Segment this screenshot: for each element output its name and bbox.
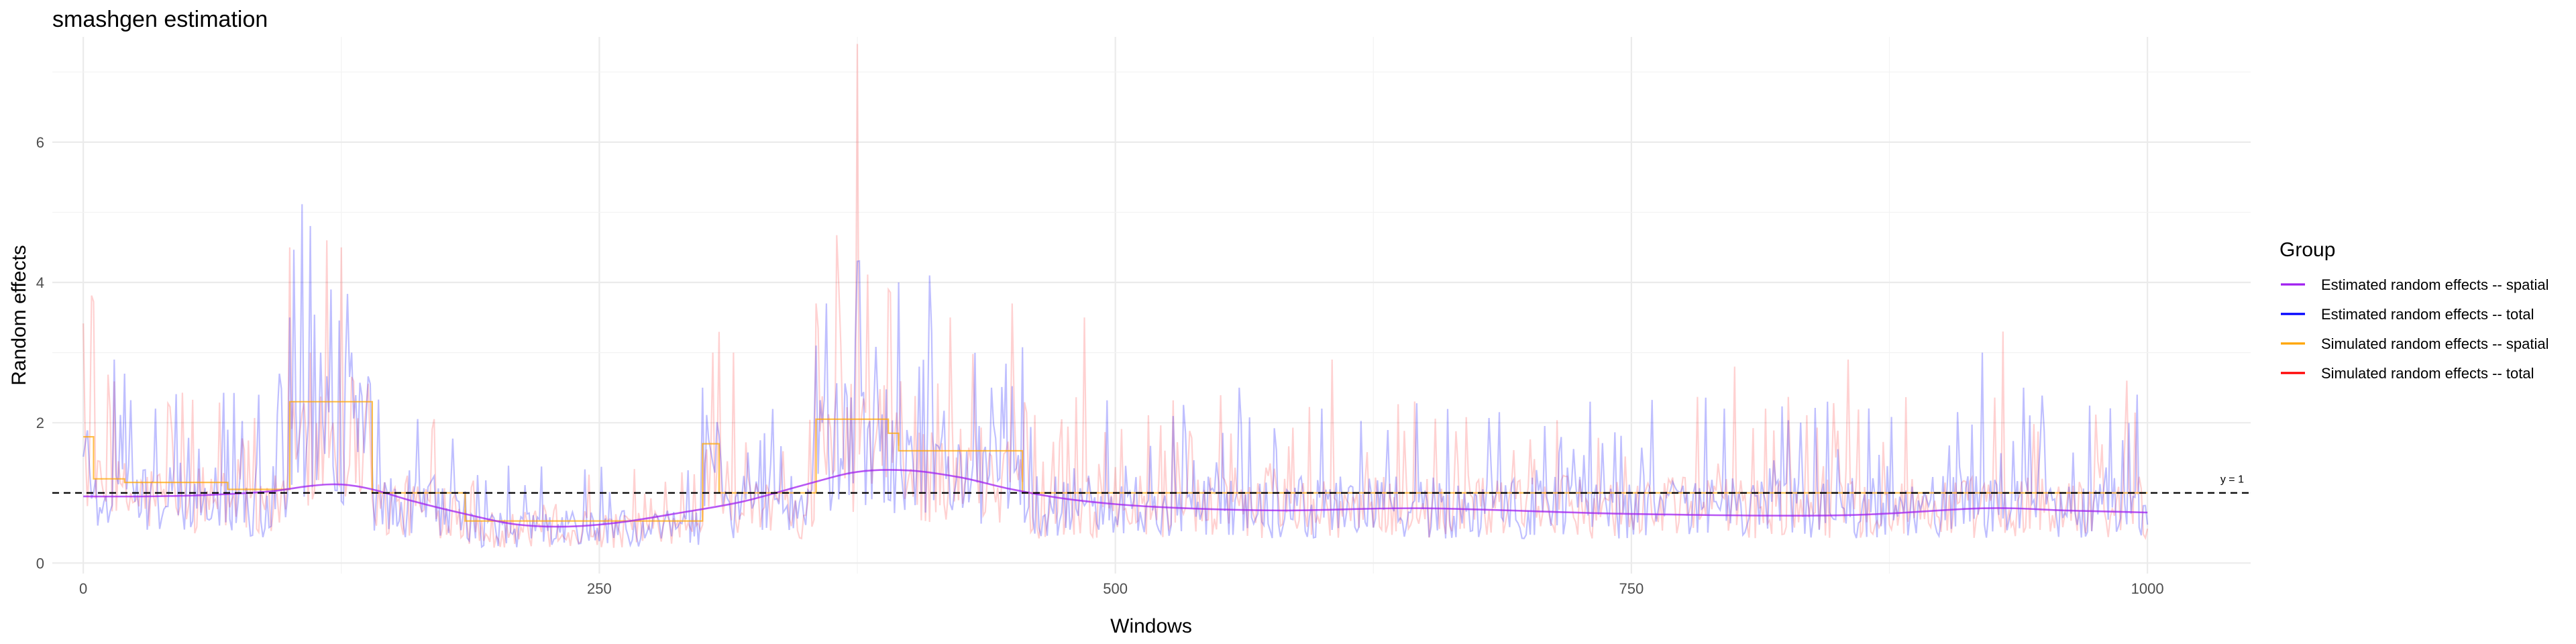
y-tick-label: 6 — [36, 134, 44, 151]
series-line — [83, 400, 2148, 522]
legend-label: Estimated random effects -- total — [2321, 306, 2534, 323]
reference-line-label: y = 1 — [2220, 474, 2244, 486]
x-axis-title: Windows — [1110, 615, 1192, 637]
x-tick-label: 250 — [587, 580, 612, 597]
legend: Group Estimated random effects -- spatia… — [2279, 239, 2549, 382]
legend-label: Simulated random effects -- spatial — [2321, 335, 2549, 352]
y-axis-title: Random effects — [8, 245, 30, 386]
y-tick-label: 4 — [36, 274, 44, 291]
reference-line: y = 1 — [52, 474, 2251, 494]
x-tick-label: 1000 — [2131, 580, 2164, 597]
series-simulated-spatial — [83, 400, 2148, 522]
axis-ticks: 0 250 500 750 1000 0 2 4 6 — [36, 134, 2164, 597]
series-estimated-spatial — [83, 469, 2148, 528]
series-line — [83, 469, 2148, 528]
series-estimated-total — [83, 204, 2149, 549]
series-simulated-total — [83, 44, 2149, 548]
series-line — [83, 204, 2149, 549]
x-tick-label: 500 — [1103, 580, 1128, 597]
legend-title: Group — [2279, 239, 2335, 261]
x-tick-label: 0 — [79, 580, 87, 597]
y-tick-label: 2 — [36, 415, 44, 431]
legend-label: Simulated random effects -- total — [2321, 365, 2534, 382]
legend-label: Estimated random effects -- spatial — [2321, 276, 2549, 293]
series-line — [83, 44, 2149, 548]
chart-title: smashgen estimation — [52, 7, 268, 32]
y-tick-label: 0 — [36, 555, 44, 572]
x-tick-label: 750 — [1619, 580, 1644, 597]
